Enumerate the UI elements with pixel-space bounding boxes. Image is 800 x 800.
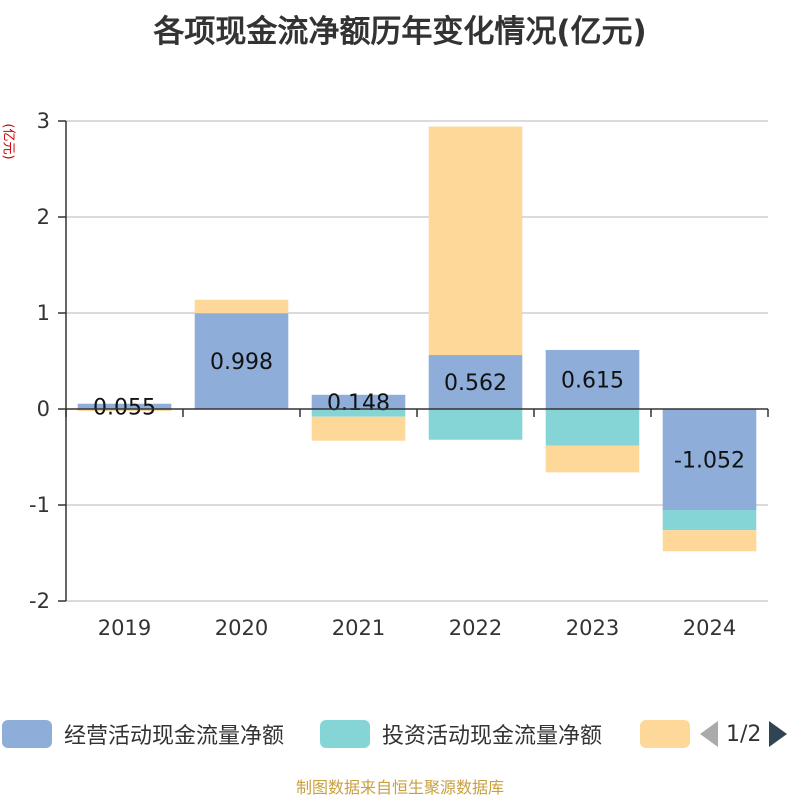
- legend-swatch-operating: [2, 720, 52, 748]
- data-label: 0.055: [93, 395, 156, 420]
- legend-label-investing: 投资活动现金流量净额: [382, 724, 603, 749]
- y-tick-label: 1: [37, 301, 50, 325]
- x-tick-label: 2022: [449, 616, 502, 640]
- bar-2019-series-0: [77, 403, 172, 409]
- bar-2021-series-2: [311, 416, 406, 441]
- bar-2020-series-0: [194, 313, 289, 409]
- chart-title: 各项现金流净额历年变化情况(亿元): [153, 14, 647, 50]
- legend-swatch-investing: [320, 720, 370, 748]
- bar-2023-series-1: [545, 409, 640, 446]
- legend-prev-page-icon[interactable]: [700, 721, 718, 747]
- x-tick-label: 2024: [683, 616, 736, 640]
- legend: 经营活动现金流量净额 投资活动现金流量净额 1/2: [0, 716, 800, 752]
- legend-swatch-third: [640, 720, 690, 748]
- x-tick-label: 2021: [332, 616, 385, 640]
- bar-2024-series-1: [662, 509, 757, 531]
- bar-2021-series-0: [311, 394, 406, 409]
- bar-2022-series-0: [428, 355, 523, 409]
- legend-label-operating: 经营活动现金流量净额: [64, 724, 285, 749]
- data-label: 0.148: [327, 391, 390, 416]
- x-tick-label: 2023: [566, 616, 619, 640]
- bar-2022-series-1: [428, 409, 523, 440]
- y-tick-label: 2: [37, 205, 50, 229]
- y-tick-label: -2: [29, 589, 50, 613]
- bar-2023-series-2: [545, 445, 640, 473]
- legend-item-third[interactable]: [640, 716, 690, 752]
- legend-next-page-icon[interactable]: [769, 721, 788, 747]
- data-label: 0.562: [444, 371, 507, 396]
- y-tick-label: 0: [37, 397, 50, 421]
- bar-2024-series-2: [662, 530, 757, 552]
- legend-page-indicator: 1/2: [726, 721, 762, 747]
- bar-2022-series-2: [428, 126, 523, 356]
- x-tick-label: 2020: [215, 616, 268, 640]
- legend-pager: 1/2: [700, 716, 788, 752]
- data-label: -1.052: [674, 448, 745, 473]
- data-source-note: 制图数据来自恒生聚源数据库: [295, 778, 504, 797]
- y-tick-label: -1: [29, 493, 50, 517]
- chart-area: -2 -1 0 1 2 3 0.055 0.998 0.148 0.562 0.615 -1.052 2…: [29, 109, 769, 640]
- bar-2020-series-2: [194, 299, 289, 314]
- bar-2023-series-0: [545, 349, 640, 409]
- bar-2021-series-1: [311, 409, 406, 417]
- bar-2019-series-2: [77, 409, 172, 411]
- y-tick-label: 3: [37, 109, 50, 133]
- bar-2024-series-0: [662, 409, 757, 510]
- legend-item-operating[interactable]: 经营活动现金流量净额: [2, 716, 284, 752]
- data-label: 0.998: [210, 350, 273, 375]
- x-tick-label: 2019: [98, 616, 151, 640]
- data-label: 0.615: [561, 368, 624, 393]
- legend-item-investing[interactable]: 投资活动现金流量净额: [320, 716, 602, 752]
